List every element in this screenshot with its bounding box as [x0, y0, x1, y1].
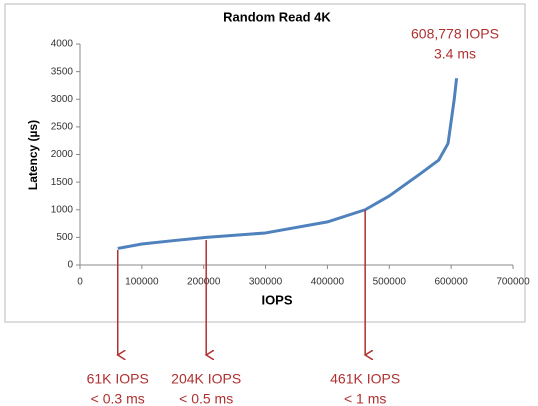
- y-tick-label: 2500: [51, 122, 74, 133]
- annotation-text: 204K IOPS: [171, 371, 241, 387]
- x-tick-label: 400000: [311, 277, 345, 288]
- chart-frame: [4, 3, 526, 323]
- x-axis-label: IOPS: [261, 292, 292, 307]
- annotation-text: 608,778 IOPS: [411, 26, 499, 42]
- y-tick-label: 1000: [51, 204, 74, 215]
- annotation-text: < 1 ms: [344, 391, 386, 406]
- chart-title: Random Read 4K: [223, 9, 331, 24]
- x-tick-label: 300000: [249, 277, 283, 288]
- y-tick-label: 2000: [51, 149, 74, 160]
- x-tick-label: 700000: [496, 277, 530, 288]
- y-tick-label: 4000: [51, 39, 74, 50]
- annotation-text: < 0.5 ms: [179, 391, 233, 406]
- annotation-text: 3.4 ms: [434, 46, 476, 62]
- x-tick-label: 0: [77, 277, 83, 288]
- y-tick-label: 1500: [51, 177, 74, 188]
- x-tick-label: 200000: [187, 277, 221, 288]
- annotation-text: 461K IOPS: [330, 371, 400, 387]
- y-tick-label: 3500: [51, 66, 74, 77]
- y-axis-label: Latency (µs): [26, 120, 40, 190]
- x-tick-label: 500000: [373, 277, 407, 288]
- annotation-text: < 0.3 ms: [91, 391, 145, 406]
- y-tick-label: 500: [56, 232, 73, 243]
- y-tick-label: 0: [67, 260, 73, 271]
- annotation-text: 61K IOPS: [87, 371, 149, 387]
- x-tick-label: 600000: [434, 277, 468, 288]
- x-tick-label: 100000: [125, 277, 159, 288]
- y-tick-label: 3000: [51, 94, 74, 105]
- data-line: [117, 78, 459, 250]
